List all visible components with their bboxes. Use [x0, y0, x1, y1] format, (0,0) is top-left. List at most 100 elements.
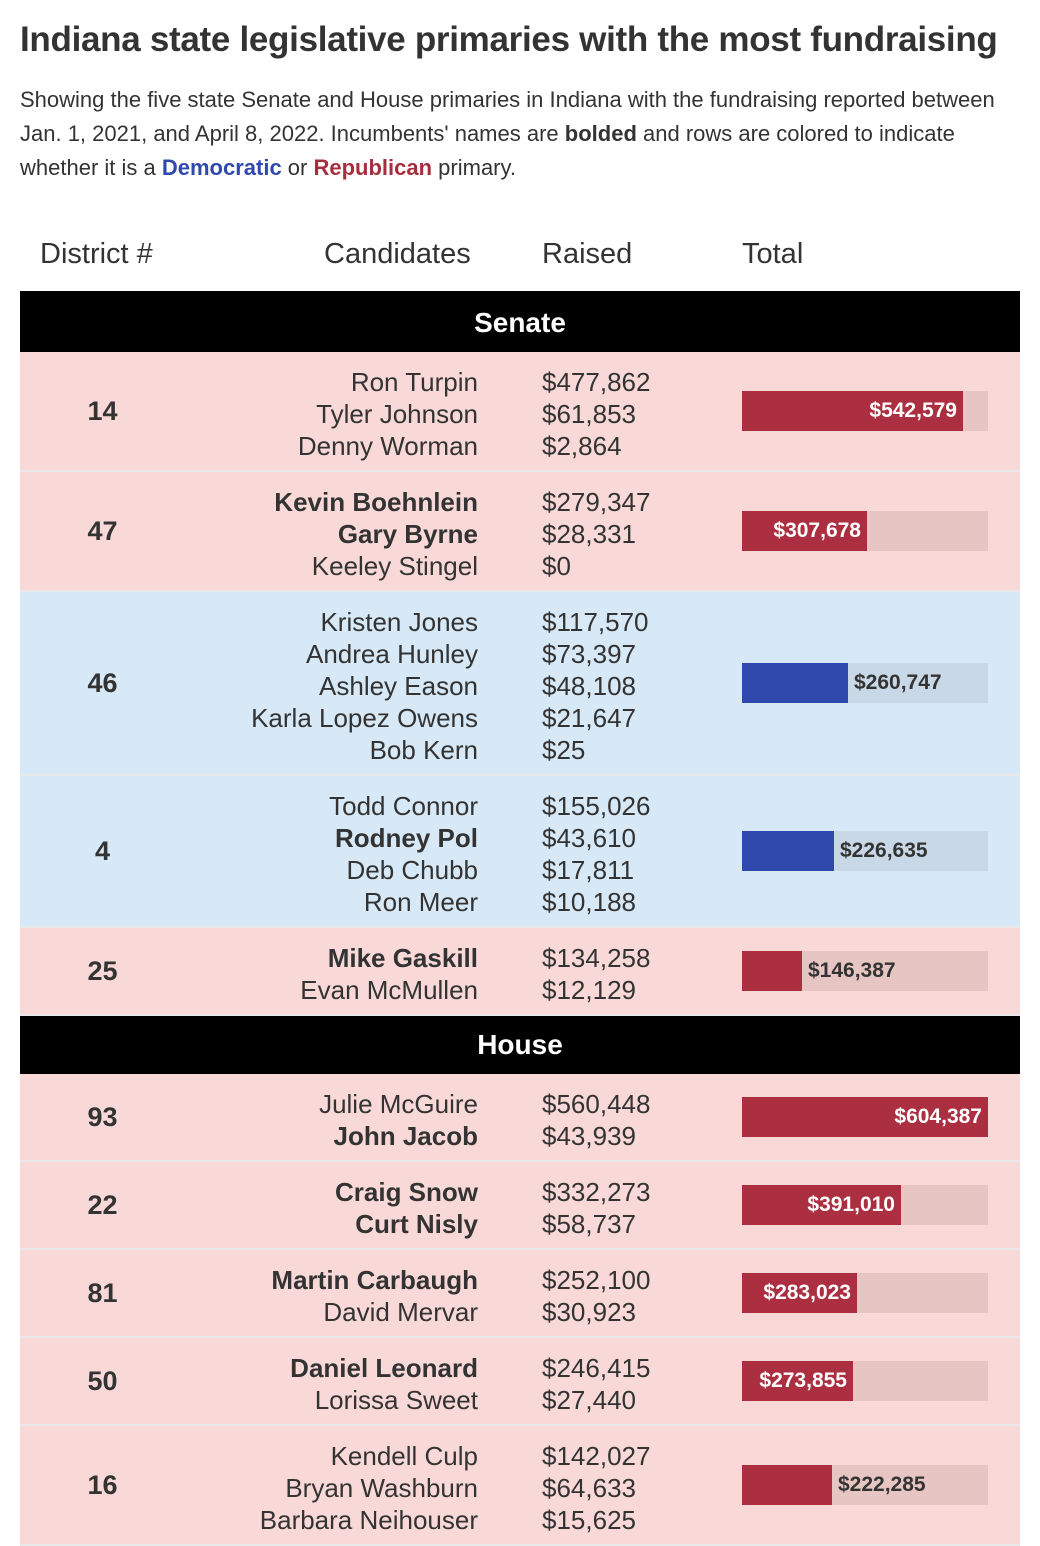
candidate-name: David Mervar [323, 1297, 478, 1327]
section-header-senate: Senate [20, 294, 1020, 352]
candidates-cell: Kevin Boehnlein Gary Byrne Keeley Stingel [274, 486, 478, 582]
raised-value: $61,853 [542, 399, 636, 429]
raised-value: $73,397 [542, 639, 636, 669]
total-bar-track: $146,387 [742, 951, 988, 991]
candidate-name: Kendell Culp [330, 1441, 478, 1471]
total-bar [742, 1185, 901, 1225]
raised-value: $134,258 [542, 943, 651, 973]
raised-value: $2,864 [542, 431, 622, 461]
candidate-name: John Jacob [333, 1121, 478, 1151]
raised-value: $332,273 [542, 1177, 651, 1207]
candidate-name: Mike Gaskill [327, 943, 478, 973]
candidate-name: Denny Worman [297, 431, 478, 461]
total-bar [742, 951, 802, 991]
candidate-name: Ron Meer [363, 887, 478, 917]
raised-value: $28,331 [542, 519, 636, 549]
district-number: 50 [87, 1365, 118, 1396]
raised-value: $27,440 [542, 1385, 636, 1415]
total-bar [742, 1361, 853, 1401]
raised-value: $560,448 [542, 1089, 651, 1119]
raised-value: $48,108 [542, 671, 636, 701]
candidates-cell: Ron Turpin Tyler Johnson Denny Worman [298, 366, 478, 462]
raised-value: $12,129 [542, 975, 636, 1005]
table-row: 46 Kristen Jones Andrea Hunley Ashley Eason… [20, 592, 1020, 776]
raised-cell: $246,415 $27,440 [542, 1352, 650, 1416]
table-row: 47 Kevin Boehnlein Gary Byrne Keeley Stinge… [20, 472, 1020, 592]
table-row: 81 Martin Carbaugh David Mervar $252,100 $30… [20, 1250, 1020, 1338]
subtitle-text-1: Showing the five state Senate and House … [20, 87, 995, 146]
chart-subtitle: Showing the five state Senate and House … [20, 83, 1020, 185]
raised-cell: $155,026 $43,610 $17,811 $10,188 [542, 790, 650, 918]
candidate-name: Martin Carbaugh [271, 1265, 478, 1295]
district-number: 14 [87, 395, 118, 426]
raised-value: $17,811 [542, 855, 635, 885]
total-bar-track: $604,387 [742, 1097, 988, 1137]
total-bar [742, 1097, 988, 1137]
total-label: $260,747 [854, 671, 942, 694]
candidate-name: Kevin Boehnlein [274, 487, 478, 517]
subtitle-or: or [281, 155, 314, 180]
candidates-cell: Daniel Leonard Lorissa Sweet [290, 1352, 478, 1416]
table-row: 22 Craig Snow Curt Nisly $332,273 $58,737 $39… [20, 1162, 1020, 1250]
total-bar [742, 831, 834, 871]
total-bar [742, 1273, 857, 1313]
total-label: $226,635 [840, 839, 928, 862]
header-total: Total [742, 238, 804, 270]
data-table: Senate 14 Ron Turpin Tyler Johnson Denny Wor… [20, 294, 1020, 1546]
candidates-cell: Martin Carbaugh David Mervar [271, 1264, 478, 1328]
district-number: 22 [87, 1189, 118, 1220]
district-number: 93 [87, 1101, 118, 1132]
district-number: 46 [87, 667, 118, 698]
total-label: $283,023 [763, 1281, 851, 1304]
candidate-name: Barbara Neihouser [259, 1505, 478, 1535]
total-bar-track: $391,010 [742, 1185, 988, 1225]
raised-value: $58,737 [542, 1209, 636, 1239]
candidate-name: Rodney Pol [334, 823, 478, 853]
total-bar [742, 511, 867, 551]
total-label: $542,579 [869, 399, 957, 422]
total-label: $146,387 [808, 959, 896, 982]
section-header-house: House [20, 1016, 1020, 1074]
candidate-name: Keeley Stingel [311, 551, 478, 581]
candidate-name: Evan McMullen [300, 975, 478, 1005]
candidates-cell: Kristen Jones Andrea Hunley Ashley Eason Ka… [251, 606, 478, 766]
district-number: 16 [87, 1469, 118, 1500]
table-row: 25 Mike Gaskill Evan McMullen $134,258 $12,1… [20, 928, 1020, 1016]
total-bar-track: $260,747 [742, 663, 988, 703]
candidate-name: Tyler Johnson [316, 399, 478, 429]
header-candidates: Candidates [324, 238, 471, 270]
raised-value: $10,188 [542, 887, 636, 917]
district-number: 47 [87, 515, 118, 546]
candidate-name: Daniel Leonard [290, 1353, 478, 1383]
raised-cell: $134,258 $12,129 [542, 942, 650, 1006]
raised-cell: $477,862 $61,853 $2,864 [542, 366, 650, 462]
raised-value: $43,610 [542, 823, 636, 853]
raised-value: $15,625 [542, 1505, 636, 1535]
candidate-name: Todd Connor [329, 791, 478, 821]
subtitle-text-2: and rows are colored to indicate whether… [20, 121, 955, 180]
table-row: 16 Kendell Culp Bryan Washburn Barbara Neih… [20, 1426, 1020, 1546]
candidate-name: Bob Kern [369, 735, 478, 765]
total-bar-track: $226,635 [742, 831, 988, 871]
raised-cell: $142,027 $64,633 $15,625 [542, 1440, 650, 1536]
table-row: 93 Julie McGuire John Jacob $560,448 $43,939… [20, 1074, 1020, 1162]
candidates-cell: Craig Snow Curt Nisly [335, 1176, 478, 1240]
raised-value: $43,939 [542, 1121, 636, 1151]
raised-cell: $332,273 $58,737 [542, 1176, 650, 1240]
total-label: $307,678 [773, 519, 861, 542]
total-label: $391,010 [807, 1193, 895, 1216]
raised-value: $155,026 [542, 791, 651, 821]
total-bar-track: $283,023 [742, 1273, 988, 1313]
raised-value: $21,647 [542, 703, 636, 733]
header-district: District # [40, 238, 153, 270]
candidates-cell: Kendell Culp Bryan Washburn Barbara Neihou… [260, 1440, 478, 1536]
candidates-cell: Julie McGuire John Jacob [319, 1088, 478, 1152]
candidates-cell: Mike Gaskill Evan McMullen [300, 942, 478, 1006]
total-bar-track: $222,285 [742, 1465, 988, 1505]
total-bar-track: $273,855 [742, 1361, 988, 1401]
total-bar-track: $542,579 [742, 391, 988, 431]
district-number: 81 [87, 1277, 118, 1308]
raised-cell: $560,448 $43,939 [542, 1088, 650, 1152]
subtitle-republican: Republican [313, 155, 433, 180]
candidate-name: Curt Nisly [355, 1209, 478, 1239]
